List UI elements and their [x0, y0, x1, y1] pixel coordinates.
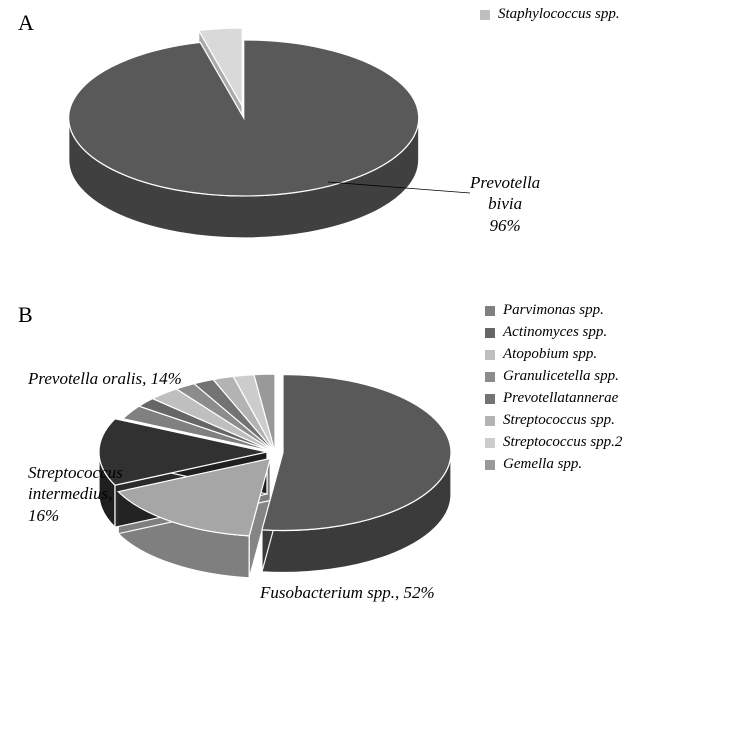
legend-swatch	[485, 306, 495, 316]
legend-label: Granulicetella spp.	[503, 368, 619, 385]
panel-b-label-fusobacterium: Fusobacterium spp., 52%	[260, 582, 435, 603]
legend-swatch	[485, 394, 495, 404]
legend-swatch	[485, 372, 495, 382]
legend-item: Actinomyces spp.	[485, 324, 622, 341]
legend-label: Streptococcus spp.	[503, 412, 615, 429]
panel-b-label-strep-intermedius: Streptococcusintermedius,16%	[28, 462, 123, 526]
legend-label: Parvimonas spp.	[503, 302, 604, 319]
legend-label: Prevotellatannerae	[503, 390, 618, 407]
legend-swatch	[485, 438, 495, 448]
label-line: Streptococcus	[28, 462, 123, 483]
legend-item: Streptococcus spp.	[485, 412, 622, 429]
legend-swatch	[485, 460, 495, 470]
legend-item: Atopobium spp.	[485, 346, 622, 363]
legend-item: Streptococcus spp.2	[485, 434, 622, 451]
label-line: intermedius,	[28, 483, 123, 504]
legend-swatch	[485, 328, 495, 338]
legend-swatch	[485, 350, 495, 360]
legend-item: Granulicetella spp.	[485, 368, 622, 385]
legend-label: Gemella spp.	[503, 456, 582, 473]
legend-item: Prevotellatannerae	[485, 390, 622, 407]
legend-label: Actinomyces spp.	[503, 324, 607, 341]
legend-label: Atopobium spp.	[503, 346, 597, 363]
legend-item: Parvimonas spp.	[485, 302, 622, 319]
legend-label: Streptococcus spp.2	[503, 434, 622, 451]
panel-b-legend: Parvimonas spp. Actinomyces spp. Atopobium…	[485, 302, 622, 478]
panel-b-label-prevotella-oralis: Prevotella oralis, 14%	[28, 368, 182, 389]
legend-swatch	[485, 416, 495, 426]
legend-item: Gemella spp.	[485, 456, 622, 473]
label-line: 16%	[28, 505, 123, 526]
